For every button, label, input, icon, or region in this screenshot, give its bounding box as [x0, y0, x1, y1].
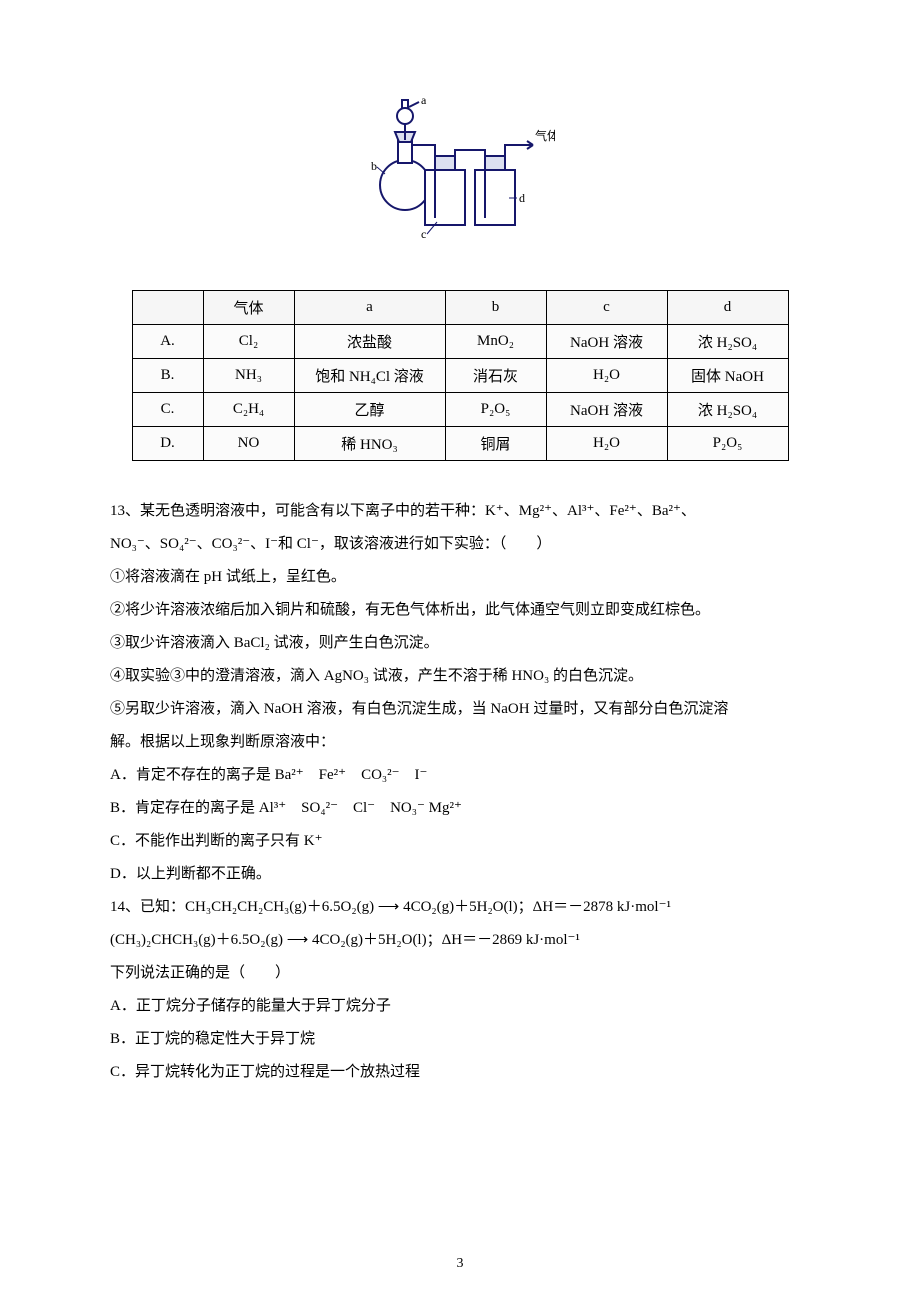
table-header-cell: 气体: [203, 291, 294, 325]
options-table: 气体abcd A.Cl₂浓盐酸MnO₂NaOH 溶液浓 H₂SO₄B.NH₃饱和…: [132, 290, 789, 461]
table-cell: 稀 HNO₃: [294, 427, 445, 461]
table-cell: P₂O₅: [445, 393, 546, 427]
table-cell: NaOH 溶液: [546, 325, 667, 359]
table-cell: D.: [132, 427, 203, 461]
svg-text:b: b: [371, 159, 377, 173]
table-cell: 浓 H₂SO₄: [667, 325, 788, 359]
svg-text:a: a: [421, 93, 427, 107]
table-row: D.NO稀 HNO₃铜屑H₂OP₂O₅: [132, 427, 788, 461]
svg-text:d: d: [519, 191, 525, 205]
apparatus-diagram: a b c d 气体: [110, 90, 810, 250]
svg-text:c: c: [421, 227, 426, 241]
table-cell: B.: [132, 359, 203, 393]
table-cell: 浓 H₂SO₄: [667, 393, 788, 427]
table-cell: 固体 NaOH: [667, 359, 788, 393]
table-header-cell: [132, 291, 203, 325]
table-cell: MnO₂: [445, 325, 546, 359]
svg-text:气体: 气体: [535, 128, 555, 143]
table-cell: P₂O₅: [667, 427, 788, 461]
q14-optC: C．异丁烷转化为正丁烷的过程是一个放热过程: [110, 1056, 810, 1089]
q14-optB: B．正丁烷的稳定性大于异丁烷: [110, 1023, 810, 1056]
table-cell: Cl₂: [203, 325, 294, 359]
q13-step5b: 解。根据以上现象判断原溶液中：: [110, 726, 810, 759]
table-cell: NO: [203, 427, 294, 461]
q14-line2: (CH₃)₂CHCH₃(g)＋6.5O₂(g) ⟶ 4CO₂(g)＋5H₂O(l…: [110, 924, 810, 957]
table-header-cell: b: [445, 291, 546, 325]
q13-lead: 13、某无色透明溶液中，可能含有以下离子中的若干种：K⁺、Mg²⁺、Al³⁺、F…: [110, 495, 810, 528]
q14-line1: 14、已知：CH₃CH₂CH₂CH₃(g)＋6.5O₂(g) ⟶ 4CO₂(g)…: [110, 891, 810, 924]
table-row: A.Cl₂浓盐酸MnO₂NaOH 溶液浓 H₂SO₄: [132, 325, 788, 359]
q13-step5a: ⑤另取少许溶液，滴入 NaOH 溶液，有白色沉淀生成，当 NaOH 过量时，又有…: [110, 693, 810, 726]
q13-step3: ③取少许溶液滴入 BaCl₂ 试液，则产生白色沉淀。: [110, 627, 810, 660]
table-cell: 消石灰: [445, 359, 546, 393]
table-row: C.C₂H₄乙醇P₂O₅NaOH 溶液浓 H₂SO₄: [132, 393, 788, 427]
q13-optC: C．不能作出判断的离子只有 K⁺: [110, 825, 810, 858]
table-cell: C.: [132, 393, 203, 427]
table-cell: 饱和 NH₄Cl 溶液: [294, 359, 445, 393]
table-cell: A.: [132, 325, 203, 359]
apparatus-svg: a b c d 气体: [365, 90, 555, 250]
q13-step4: ④取实验③中的澄清溶液，滴入 AgNO₃ 试液，产生不溶于稀 HNO₃ 的白色沉…: [110, 660, 810, 693]
q14-optA: A．正丁烷分子储存的能量大于异丁烷分子: [110, 990, 810, 1023]
table-row: B.NH₃饱和 NH₄Cl 溶液消石灰H₂O固体 NaOH: [132, 359, 788, 393]
table-header-cell: d: [667, 291, 788, 325]
table-cell: C₂H₄: [203, 393, 294, 427]
q14-lead: 下列说法正确的是（ ）: [110, 957, 810, 990]
q13-optB: B．肯定存在的离子是 Al³⁺ SO₄²⁻ Cl⁻ NO₃⁻ Mg²⁺: [110, 792, 810, 825]
q13-step1: ①将溶液滴在 pH 试纸上，呈红色。: [110, 561, 810, 594]
table-cell: NaOH 溶液: [546, 393, 667, 427]
table-cell: 铜屑: [445, 427, 546, 461]
q13-lead2: NO₃⁻、SO₄²⁻、CO₃²⁻、I⁻和 Cl⁻，取该溶液进行如下实验：（ ）: [110, 528, 810, 561]
page-number: 3: [0, 1256, 920, 1272]
table-cell: H₂O: [546, 359, 667, 393]
table-cell: 乙醇: [294, 393, 445, 427]
q13-step2: ②将少许溶液浓缩后加入铜片和硫酸，有无色气体析出，此气体通空气则立即变成红棕色。: [110, 594, 810, 627]
table-header-cell: a: [294, 291, 445, 325]
table-cell: H₂O: [546, 427, 667, 461]
table-cell: 浓盐酸: [294, 325, 445, 359]
table-header-cell: c: [546, 291, 667, 325]
q13-optA: A．肯定不存在的离子是 Ba²⁺ Fe²⁺ CO₃²⁻ I⁻: [110, 759, 810, 792]
table-cell: NH₃: [203, 359, 294, 393]
q13-optD: D．以上判断都不正确。: [110, 858, 810, 891]
